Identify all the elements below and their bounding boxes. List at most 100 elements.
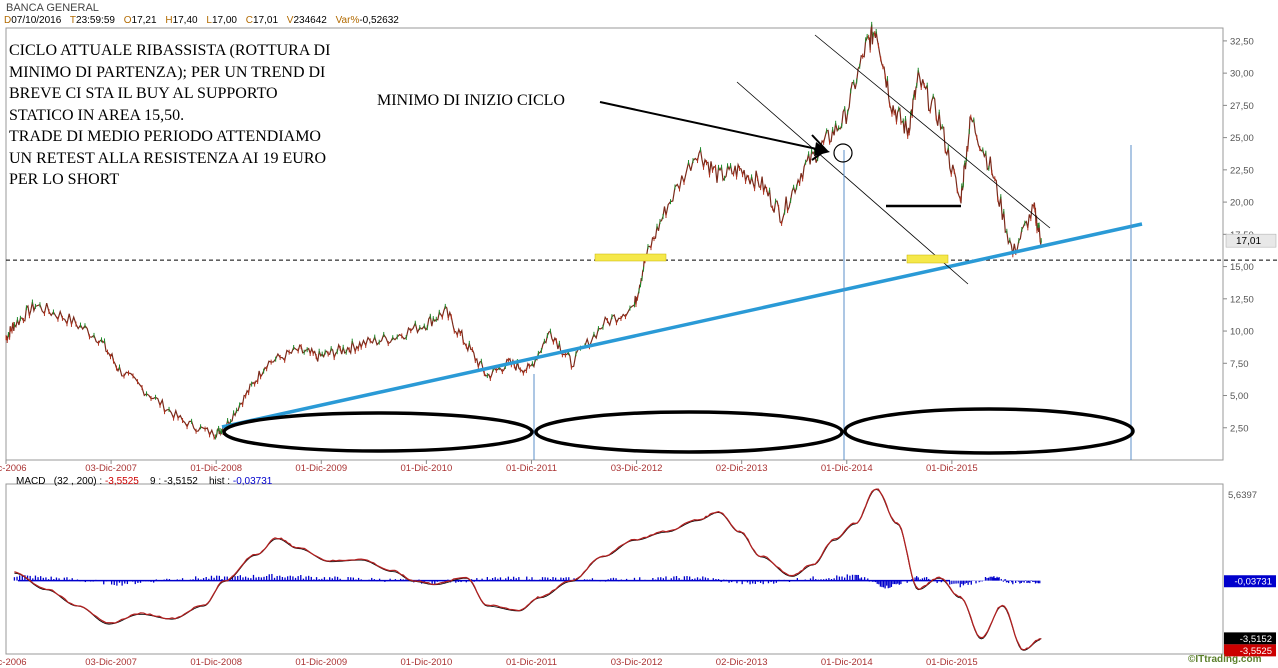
price-ytick-label: 32,50 xyxy=(1230,36,1254,47)
price-axis: 2,505,007,5010,0012,5015,0017,5020,0022,… xyxy=(1223,36,1254,434)
price-series xyxy=(5,21,1042,440)
drawings xyxy=(6,34,1278,460)
field-label-low: L xyxy=(206,15,212,26)
price-ytick-label: 2,50 xyxy=(1230,423,1249,434)
macd-line xyxy=(14,488,1042,651)
field-value-var: -0,52632 xyxy=(359,15,399,26)
macd-x-axis: -Dic-2006 03-Dic-2007 01-Dic-2008 01-Dic-20… xyxy=(0,657,978,668)
field-value-open: 17,21 xyxy=(131,15,157,26)
macd-signal-period: 9 xyxy=(150,476,156,487)
macd-axis: 5,6397-4,3447 xyxy=(18,490,1260,655)
support-box-left xyxy=(594,253,667,262)
arrow-line xyxy=(599,101,827,152)
macd-xtick-label: 01-Dic-2011 xyxy=(506,657,557,668)
price-xtick-label: -Dic-2006 xyxy=(0,463,27,474)
price-panel-frame xyxy=(5,27,1224,461)
macd-xtick-label: 01-Dic-2015 xyxy=(926,657,978,668)
macd-value-box xyxy=(1224,575,1276,588)
macd-xtick-label: 01-Dic-2014 xyxy=(821,657,873,668)
macd-signal-line xyxy=(14,489,1042,651)
price-ytick-label: 15,00 xyxy=(1230,262,1254,273)
price-xtick-label: 03-Dic-2007 xyxy=(85,463,137,474)
comment-line-2: MINIMO DI PARTENZA); PER UN TREND DI xyxy=(9,63,326,81)
macd-xtick-label: 03-Dic-2007 xyxy=(85,657,137,668)
ohlc-readout: D07/10/2016 T23:59:59 O17,21 H17,40 L17,… xyxy=(4,15,405,26)
price-ytick-label: 12,50 xyxy=(1230,294,1254,305)
rising-trendline xyxy=(221,222,1143,429)
field-value-low: 17,00 xyxy=(211,15,237,26)
macd-series xyxy=(13,488,1042,651)
field-value-volume: 234642 xyxy=(293,15,327,26)
field-label-high: H xyxy=(165,15,173,26)
price-ytick-label: 27,50 xyxy=(1230,101,1254,112)
macd-xtick-label: 01-Dic-2010 xyxy=(401,657,453,668)
macd-title: MACD xyxy=(16,476,46,487)
comment-line-5: TRADE DI MEDIO PERIODO ATTENDIAMO xyxy=(9,128,321,145)
field-label-open: O xyxy=(123,15,132,26)
price-ytick-label: 10,00 xyxy=(1230,327,1254,338)
macd-value-box xyxy=(1224,644,1276,657)
macd-value-box xyxy=(1224,632,1276,645)
price-ytick-label: 5,00 xyxy=(1230,391,1249,402)
last-value-label: 17,01 xyxy=(1236,236,1261,247)
price-xtick-label: 01-Dic-2008 xyxy=(190,463,242,474)
comment-line-7: PER LO SHORT xyxy=(9,171,120,188)
price-xtick-label: 01-Dic-2010 xyxy=(401,463,453,474)
arrow-head xyxy=(814,142,830,156)
channel-upper-line xyxy=(814,34,1051,229)
field-label-var: Var% xyxy=(335,15,360,26)
macd-legend: MACD (32 , 200) : -3,5525 9 : -3,5152 hi… xyxy=(16,476,273,487)
macd-hist-value: -0,03731 xyxy=(232,476,273,487)
price-ytick-label: 25,00 xyxy=(1230,133,1254,144)
cycle-ellipse-2 xyxy=(534,410,844,454)
cycle-low-circle xyxy=(833,143,853,163)
price-xtick-label: 03-Dic-2012 xyxy=(611,463,663,474)
price-xtick-label: 01-Dic-2009 xyxy=(295,463,347,474)
macd-value-text: -0,03731 xyxy=(1234,577,1272,588)
comment-line-4: STATICO IN AREA 15,50. xyxy=(9,106,185,124)
comment-line-3: BREVE CI STA IL BUY AL SUPPORTO xyxy=(9,85,278,102)
field-value-close: 17,01 xyxy=(252,15,279,26)
price-xtick-label: 02-Dic-2013 xyxy=(716,463,768,474)
field-value-time: 23:59:59 xyxy=(76,15,115,26)
support-box-right xyxy=(906,254,949,264)
macd-xtick-label: 01-Dic-2008 xyxy=(190,657,242,668)
price-ytick-label: 20,00 xyxy=(1230,198,1254,209)
price-ytick-label: 22,50 xyxy=(1230,165,1254,176)
macd-xtick-label: 02-Dic-2013 xyxy=(716,657,768,668)
field-label-volume: V xyxy=(286,15,294,26)
comment-line-6: UN RETEST ALLA RESISTENZA AI 19 EURO xyxy=(9,149,327,167)
watermark: ©ITtrading.com xyxy=(1188,654,1262,665)
last-value-marker: 17,01 xyxy=(1225,233,1277,248)
field-value-high: 17,40 xyxy=(172,15,198,26)
macd-value-labels: -0,03731 -3,5152-3,5525 xyxy=(1224,575,1276,657)
macd-panel-frame xyxy=(5,483,1224,655)
cycle-ellipse-1 xyxy=(222,411,534,453)
macd-xtick-label: 01-Dic-2009 xyxy=(295,657,347,668)
field-label-close: C xyxy=(245,15,253,26)
macd-value-text: -3,5525 xyxy=(1240,646,1272,657)
chart-title: BANCA GENERAL xyxy=(6,2,99,14)
price-x-axis: -Dic-2006 03-Dic-2007 01-Dic-2008 01-Dic-20… xyxy=(0,460,978,474)
price-xtick-label: 01-Dic-2015 xyxy=(926,463,978,474)
macd-value-text: -3,5152 xyxy=(1240,634,1272,645)
analysis-comment: CICLO ATTUALE RIBASSISTA (ROTTURA DI MIN… xyxy=(9,40,330,191)
field-label-date: D xyxy=(4,15,12,26)
macd-signal-value: -3,5152 xyxy=(163,476,198,487)
field-label-time: T xyxy=(69,15,77,26)
chevron-marker xyxy=(811,134,828,161)
macd-hist-label: hist xyxy=(208,476,225,487)
comment-line-1: CICLO ATTUALE RIBASSISTA (ROTTURA DI xyxy=(9,42,331,59)
price-xtick-label: 01-Dic-2011 xyxy=(506,463,557,474)
channel-lower-line xyxy=(736,81,969,285)
macd-value: -3,5525 xyxy=(104,476,139,487)
macd-xtick-label: 03-Dic-2012 xyxy=(611,657,663,668)
field-value-date: 07/10/2016 xyxy=(11,15,62,26)
price-ytick-label: 7,50 xyxy=(1230,359,1249,370)
macd-ytick-label: 5,6397 xyxy=(1228,490,1257,501)
price-ytick-label: 30,00 xyxy=(1230,69,1254,80)
cycle-low-label: MINIMO DI INIZIO CICLO xyxy=(377,92,565,109)
price-xtick-label: 01-Dic-2014 xyxy=(821,463,873,474)
macd-params: (32 , 200) xyxy=(53,476,97,487)
